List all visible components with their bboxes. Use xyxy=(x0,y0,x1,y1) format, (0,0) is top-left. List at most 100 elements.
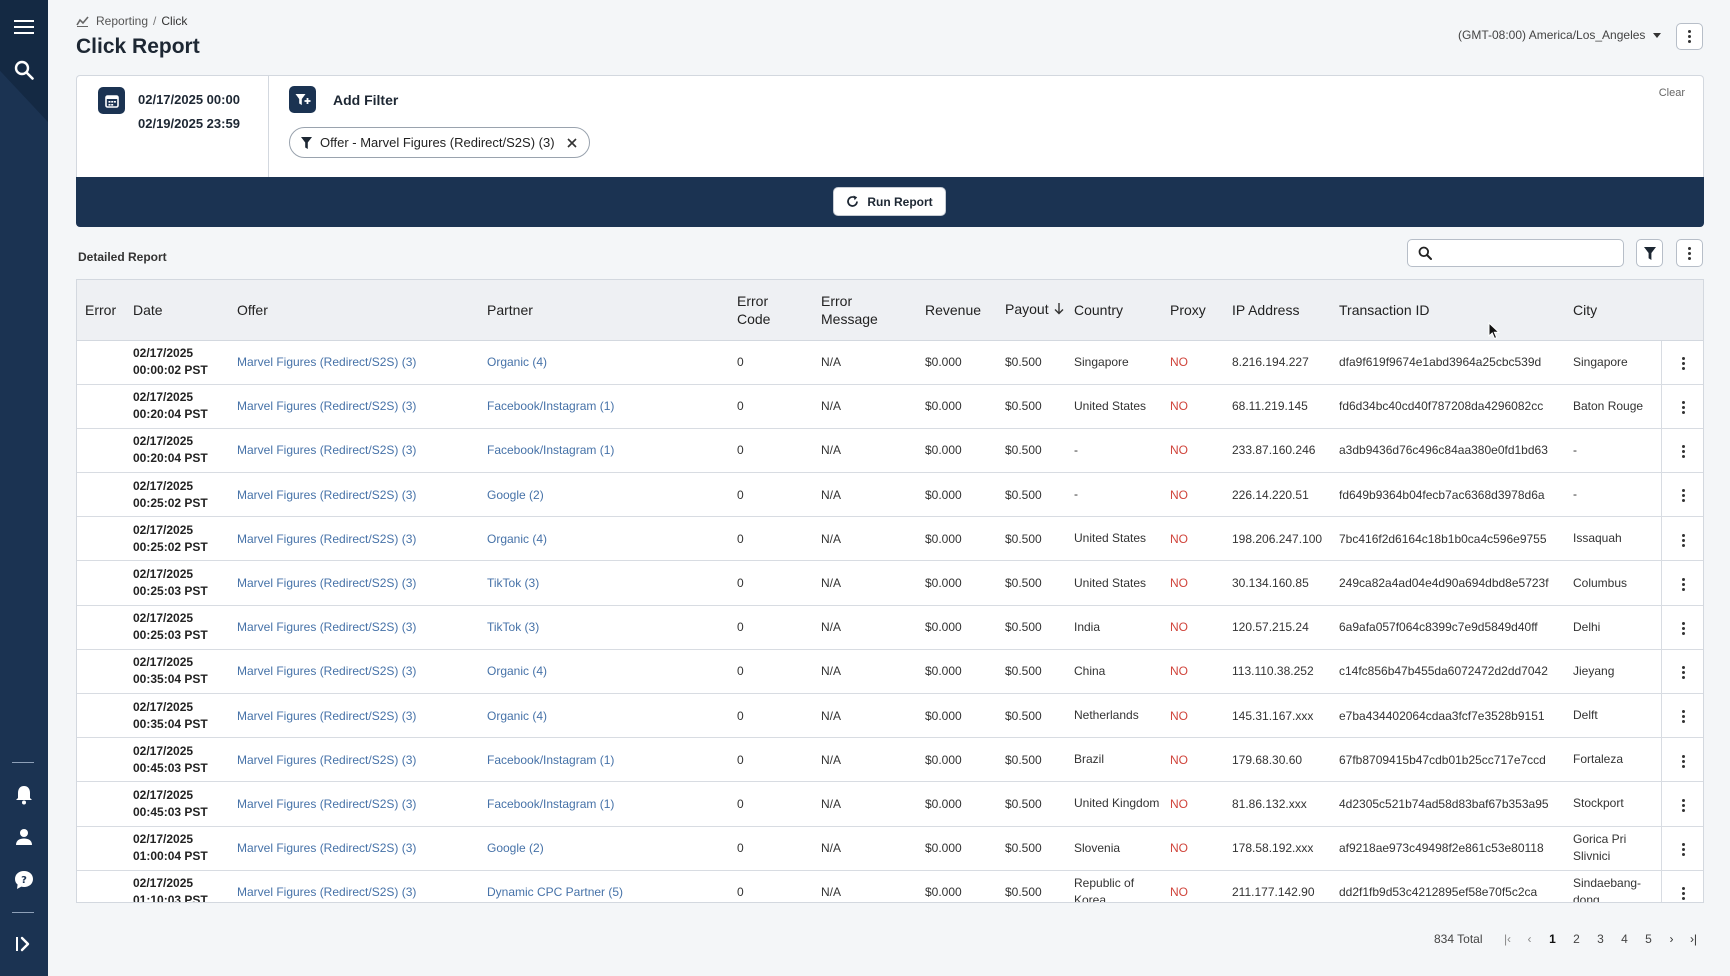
more-vertical-icon[interactable] xyxy=(1674,705,1692,729)
partner-link[interactable]: Organic (4) xyxy=(479,340,729,385)
col-error[interactable]: Error xyxy=(77,280,125,341)
expand-sidebar-icon[interactable] xyxy=(0,926,48,962)
table-row[interactable]: 02/17/2025 01:10:03 PST Marvel Figures (Re… xyxy=(77,870,1703,902)
offer-link[interactable]: Marvel Figures (Redirect/S2S) (3) xyxy=(229,693,479,739)
more-vertical-icon[interactable] xyxy=(1674,484,1692,508)
error-message-cell: N/A xyxy=(813,870,917,902)
col-country[interactable]: Country xyxy=(1066,280,1162,341)
page-2[interactable]: 2 xyxy=(1573,932,1580,946)
table-row[interactable]: 02/17/2025 00:25:03 PST Marvel Figures (Re… xyxy=(77,605,1703,650)
prev-page-icon[interactable]: ‹ xyxy=(1527,932,1532,946)
col-error-code[interactable]: Error Code xyxy=(729,280,813,341)
filter-chip[interactable]: Offer - Marvel Figures (Redirect/S2S) (3… xyxy=(289,127,590,158)
offer-link[interactable]: Marvel Figures (Redirect/S2S) (3) xyxy=(229,781,479,827)
table-row[interactable]: 02/17/2025 00:35:04 PST Marvel Figures (Re… xyxy=(77,649,1703,695)
col-transaction-id[interactable]: Transaction ID xyxy=(1331,280,1565,341)
partner-link[interactable]: Facebook/Instagram (1) xyxy=(479,781,729,827)
partner-link[interactable]: Facebook/Instagram (1) xyxy=(479,737,729,783)
col-ip-address[interactable]: IP Address xyxy=(1224,280,1331,341)
col-error-message[interactable]: Error Message xyxy=(813,280,917,341)
table-row[interactable]: 02/17/2025 00:25:02 PST Marvel Figures (Re… xyxy=(77,472,1703,518)
calendar-icon[interactable] xyxy=(98,87,125,114)
table-filter-button[interactable] xyxy=(1636,239,1663,267)
offer-link[interactable]: Marvel Figures (Redirect/S2S) (3) xyxy=(229,560,479,606)
page-more-button[interactable] xyxy=(1676,23,1703,50)
table-row[interactable]: 02/17/2025 00:00:02 PST Marvel Figures (Re… xyxy=(77,340,1703,385)
more-vertical-icon[interactable] xyxy=(1674,882,1692,902)
offer-link[interactable]: Marvel Figures (Redirect/S2S) (3) xyxy=(229,605,479,650)
offer-link[interactable]: Marvel Figures (Redirect/S2S) (3) xyxy=(229,826,479,871)
table-row[interactable]: 02/17/2025 00:45:03 PST Marvel Figures (Re… xyxy=(77,781,1703,827)
clear-filters-button[interactable]: Clear xyxy=(1658,87,1685,99)
more-vertical-icon[interactable] xyxy=(1674,837,1692,861)
offer-link[interactable]: Marvel Figures (Redirect/S2S) (3) xyxy=(229,516,479,562)
col-city[interactable]: City xyxy=(1565,280,1661,341)
add-filter-icon[interactable] xyxy=(289,86,316,113)
table-row[interactable]: 02/17/2025 00:25:02 PST Marvel Figures (Re… xyxy=(77,516,1703,562)
breadcrumb-parent[interactable]: Reporting xyxy=(96,14,149,28)
more-vertical-icon[interactable] xyxy=(1674,396,1692,420)
error-cell xyxy=(77,605,125,650)
menu-icon[interactable] xyxy=(0,9,48,45)
partner-link[interactable]: Organic (4) xyxy=(479,649,729,695)
help-icon[interactable]: ? xyxy=(0,862,48,898)
run-report-button[interactable]: Run Report xyxy=(833,187,946,216)
timezone-select[interactable]: (GMT-08:00) America/Los_Angeles xyxy=(1458,28,1662,42)
col-revenue[interactable]: Revenue xyxy=(917,280,997,341)
offer-link[interactable]: Marvel Figures (Redirect/S2S) (3) xyxy=(229,384,479,429)
table-row[interactable]: 02/17/2025 00:20:04 PST Marvel Figures (Re… xyxy=(77,428,1703,474)
col-partner[interactable]: Partner xyxy=(479,280,729,341)
more-vertical-icon[interactable] xyxy=(1674,528,1692,552)
error-cell xyxy=(77,781,125,827)
ip-address-cell: 8.216.194.227 xyxy=(1224,340,1331,385)
partner-link[interactable]: Facebook/Instagram (1) xyxy=(479,428,729,474)
offer-link[interactable]: Marvel Figures (Redirect/S2S) (3) xyxy=(229,870,479,902)
remove-filter-icon[interactable] xyxy=(566,137,577,148)
more-vertical-icon[interactable] xyxy=(1674,793,1692,817)
page-1[interactable]: 1 xyxy=(1549,932,1556,946)
partner-link[interactable]: TikTok (3) xyxy=(479,605,729,650)
more-vertical-icon[interactable] xyxy=(1674,440,1692,464)
next-page-icon[interactable]: › xyxy=(1669,932,1674,946)
page-5[interactable]: 5 xyxy=(1645,932,1652,946)
table-search[interactable] xyxy=(1407,239,1624,267)
table-row[interactable]: 02/17/2025 00:25:03 PST Marvel Figures (Re… xyxy=(77,560,1703,606)
search-icon[interactable] xyxy=(0,52,48,88)
partner-link[interactable]: Facebook/Instagram (1) xyxy=(479,384,729,429)
more-vertical-icon[interactable] xyxy=(1674,572,1692,596)
user-icon[interactable] xyxy=(0,819,48,855)
add-filter-button[interactable]: Add Filter xyxy=(333,92,399,108)
partner-link[interactable]: Organic (4) xyxy=(479,693,729,739)
offer-link[interactable]: Marvel Figures (Redirect/S2S) (3) xyxy=(229,649,479,695)
more-vertical-icon[interactable] xyxy=(1674,351,1692,375)
partner-link[interactable]: Google (2) xyxy=(479,472,729,518)
partner-link[interactable]: TikTok (3) xyxy=(479,560,729,606)
page-4[interactable]: 4 xyxy=(1621,932,1628,946)
partner-link[interactable]: Organic (4) xyxy=(479,516,729,562)
table-row[interactable]: 02/17/2025 01:00:04 PST Marvel Figures (Re… xyxy=(77,826,1703,871)
first-page-icon[interactable]: |‹ xyxy=(1503,932,1512,946)
table-more-button[interactable] xyxy=(1676,239,1703,267)
col-proxy[interactable]: Proxy xyxy=(1162,280,1224,341)
table-row[interactable]: 02/17/2025 00:20:04 PST Marvel Figures (Re… xyxy=(77,384,1703,429)
offer-link[interactable]: Marvel Figures (Redirect/S2S) (3) xyxy=(229,472,479,518)
partner-link[interactable]: Google (2) xyxy=(479,826,729,871)
col-payout[interactable]: Payout xyxy=(997,280,1066,341)
country-cell: Netherlands xyxy=(1066,693,1162,739)
partner-link[interactable]: Dynamic CPC Partner (5) xyxy=(479,870,729,902)
last-page-icon[interactable]: ›| xyxy=(1689,932,1698,946)
bell-icon[interactable] xyxy=(0,777,48,813)
offer-link[interactable]: Marvel Figures (Redirect/S2S) (3) xyxy=(229,428,479,474)
offer-link[interactable]: Marvel Figures (Redirect/S2S) (3) xyxy=(229,340,479,385)
more-vertical-icon[interactable] xyxy=(1674,661,1692,685)
col-date[interactable]: Date xyxy=(125,280,229,341)
col-offer[interactable]: Offer xyxy=(229,280,479,341)
search-input[interactable] xyxy=(1438,246,1623,260)
table-row[interactable]: 02/17/2025 00:45:03 PST Marvel Figures (Re… xyxy=(77,737,1703,783)
table-row[interactable]: 02/17/2025 00:35:04 PST Marvel Figures (Re… xyxy=(77,693,1703,739)
more-vertical-icon[interactable] xyxy=(1674,616,1692,640)
page-3[interactable]: 3 xyxy=(1597,932,1604,946)
more-vertical-icon[interactable] xyxy=(1674,749,1692,773)
date-range-picker[interactable]: 02/17/2025 00:00 02/19/2025 23:59 xyxy=(77,76,269,177)
offer-link[interactable]: Marvel Figures (Redirect/S2S) (3) xyxy=(229,737,479,783)
